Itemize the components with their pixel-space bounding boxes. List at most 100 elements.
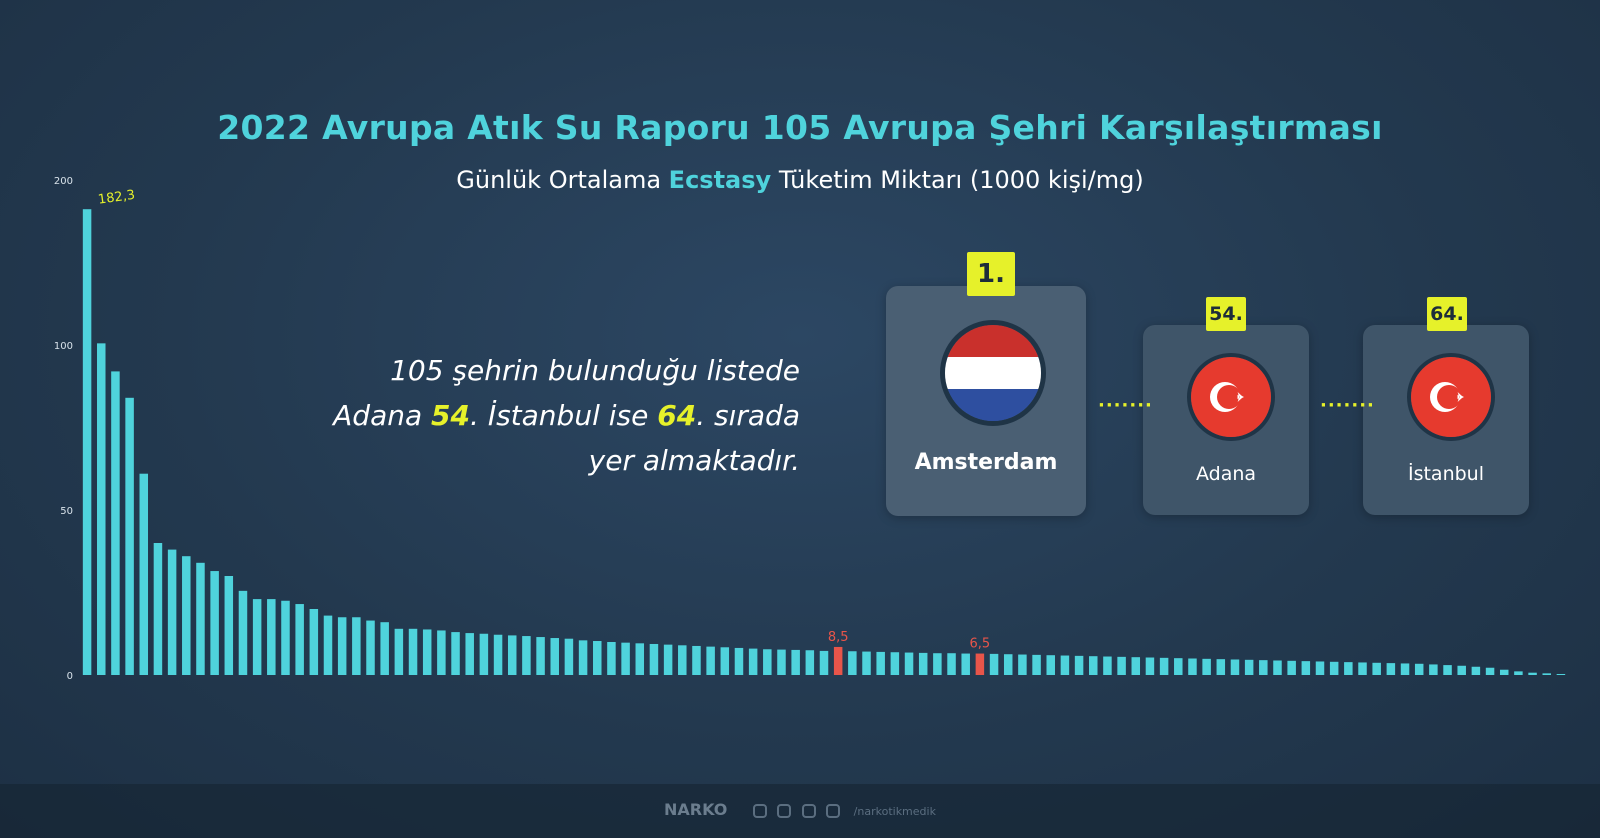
bar [267, 599, 276, 675]
y-tick-label: 50 [60, 506, 73, 517]
bar [479, 633, 489, 675]
turkey-flag-icon [1407, 353, 1495, 441]
city-amsterdam: Amsterdam [914, 450, 1058, 475]
bar [451, 632, 460, 675]
social-handle: /narkotikmedik [853, 804, 936, 818]
bar [692, 645, 701, 675]
y-tick-label: 200 [54, 176, 73, 187]
bar-chart: 0 50 100 200 182,3 8,5 6,5 [54, 176, 1566, 682]
bar [550, 638, 559, 675]
bar [1117, 656, 1126, 675]
bar [621, 642, 630, 675]
bar [1259, 660, 1268, 675]
bar [1329, 661, 1339, 675]
bar [82, 209, 92, 675]
bar [748, 648, 758, 675]
data-label: 8,5 [828, 630, 849, 645]
dots-separator: ······· [1098, 395, 1153, 416]
bar [1202, 658, 1211, 675]
bar [139, 473, 149, 675]
bar [805, 650, 815, 675]
bar [635, 643, 645, 675]
bar [366, 620, 375, 675]
bar [153, 543, 163, 675]
bar [97, 343, 106, 675]
bar [1174, 658, 1183, 675]
bar [777, 649, 786, 675]
bar [1556, 674, 1566, 675]
bar [422, 629, 432, 675]
bar [323, 615, 333, 675]
footer-band [0, 784, 1600, 838]
bar [763, 649, 772, 675]
bar [1159, 657, 1169, 675]
bar [507, 635, 517, 675]
bar [522, 636, 531, 675]
bar [734, 647, 744, 675]
bar [989, 653, 999, 675]
info-istanbul-label: . İstanbul ise [470, 399, 658, 432]
city-istanbul: İstanbul [1407, 463, 1485, 485]
bar-highlight [975, 653, 985, 675]
city-adana: Adana [1195, 463, 1257, 485]
bar [1089, 656, 1098, 675]
bar [196, 562, 205, 675]
bar [890, 652, 900, 675]
bar [578, 640, 588, 675]
bar [1443, 665, 1452, 675]
bar [1046, 655, 1055, 675]
info-adana-rank: 54 [431, 399, 471, 432]
bar [1188, 658, 1197, 675]
bar-highlight [833, 646, 843, 675]
bar [1301, 661, 1311, 675]
bar [678, 645, 687, 675]
bar [1287, 660, 1296, 675]
bar [1528, 672, 1537, 675]
bar [848, 651, 857, 675]
bar [252, 599, 262, 675]
bar [394, 628, 404, 675]
netherlands-flag-icon [940, 320, 1046, 426]
bar [1315, 661, 1325, 675]
bar [1471, 666, 1481, 675]
bar [1429, 664, 1438, 675]
y-tick-label: 100 [54, 341, 73, 352]
bar [1542, 673, 1551, 675]
bar [1400, 663, 1410, 675]
chart-title: 2022 Avrupa Atık Su Raporu 105 Avrupa Şe… [217, 108, 1383, 147]
bar [238, 590, 248, 675]
info-line-3: yer almaktadır. [588, 444, 800, 477]
bar [224, 576, 234, 675]
bar [309, 609, 319, 675]
bar [295, 604, 304, 675]
info-line-2: Adana 54. İstanbul ise 64. sırada [260, 393, 800, 438]
bar [1386, 663, 1396, 675]
bar [1131, 657, 1141, 675]
bar [1514, 671, 1523, 675]
bar [1145, 657, 1155, 675]
bar [125, 397, 134, 675]
bar [706, 646, 715, 675]
bar [337, 617, 347, 675]
bar [1358, 662, 1367, 675]
bar [933, 653, 942, 675]
rank-badge-amsterdam: 1. [967, 252, 1015, 296]
youtube-icon[interactable] [826, 804, 841, 818]
info-line-2-end: . sırada [696, 399, 800, 432]
subtitle-suffix: Tüketim Miktarı (1000 kişi/mg) [771, 166, 1144, 194]
bar [819, 650, 829, 675]
bar [1499, 669, 1509, 675]
twitter-icon[interactable] [777, 804, 792, 818]
bar [1344, 662, 1353, 675]
bar [493, 634, 503, 675]
bar [1273, 660, 1282, 675]
data-label: 6,5 [970, 637, 991, 652]
instagram-icon[interactable] [752, 804, 767, 818]
subtitle-prefix: Günlük Ortalama [456, 166, 669, 194]
bar [182, 556, 191, 675]
bar [876, 651, 885, 675]
bar [593, 641, 602, 675]
facebook-icon[interactable] [801, 804, 816, 818]
bar [663, 644, 673, 675]
bar [1230, 659, 1240, 675]
